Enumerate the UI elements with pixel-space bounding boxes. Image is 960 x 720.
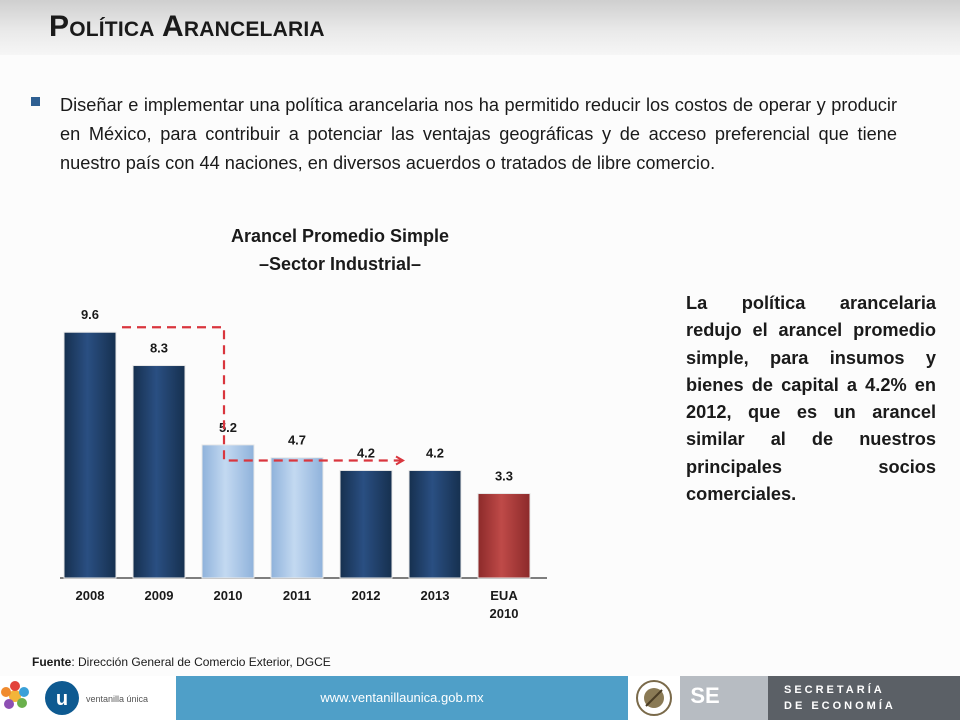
x-tick-label: EUA [490,588,518,603]
source-label: Fuente [32,655,72,669]
data-label: 4.2 [357,445,375,460]
data-label: 4.7 [288,433,306,448]
title-bar: Política Arancelaria [0,0,960,55]
data-label: 4.2 [426,445,444,460]
svg-text:u: u [56,688,68,710]
footer: u ventanilla única www.ventanillaunica.g… [0,676,960,720]
bar-2008 [63,331,117,579]
bar-eua-2010 [477,493,531,579]
x-tick-label: 2010 [490,606,519,621]
bar-2013 [408,469,462,579]
x-tick-label: 2013 [421,588,450,603]
data-label: 5.2 [219,420,237,435]
x-tick-label: 2008 [76,588,105,603]
secretaria-line2: DE ECONOMÍA [784,700,896,712]
se-logo-text: SE [690,683,720,708]
brand-small-text: ventanilla única [86,694,148,704]
bar-chart: 9.6 2008 8.3 2009 5.2 2010 4.7 2011 4.2 2012 4.2 20… [60,307,547,621]
bullet-square-icon [31,97,40,106]
secretaria-box [768,676,960,720]
secretaria-line1: SECRETARÍA [784,684,885,696]
national-emblem-icon [628,676,680,720]
footer-band [176,676,628,720]
source-note: Fuente: Dirección General de Comercio Ex… [32,655,331,669]
data-label: 9.6 [81,307,99,322]
chart-title-block: Arancel Promedio Simple –Sector Industri… [180,222,500,278]
bar-2009 [132,365,186,579]
data-label: 3.3 [495,469,513,484]
x-tick-label: 2009 [145,588,174,603]
x-tick-label: 2011 [283,588,311,603]
step-arrow-annotation [122,326,403,460]
source-text: : Dirección General de Comercio Exterior… [71,655,331,669]
se-box [680,676,768,720]
bar-2011 [270,457,324,579]
bar-2010 [201,444,255,579]
x-tick-label: 2012 [352,588,381,603]
page-title: Política Arancelaria [49,10,325,43]
data-label: 8.3 [150,341,168,356]
bar-2012 [339,469,393,579]
flower-logo-icon [1,681,29,709]
side-note: La política arancelaria redujo el arance… [686,293,936,505]
ventanilla-unica-logo-icon: u ventanilla única [45,681,148,715]
chart-title: Arancel Promedio Simple [230,226,450,246]
footer-url-link[interactable]: www.ventanillaunica.gob.mx [320,690,484,705]
chart-subtitle: –Sector Industrial– [258,254,422,274]
intro-paragraph: Diseñar e implementar una política aranc… [60,95,897,173]
x-tick-label: 2010 [214,588,243,603]
